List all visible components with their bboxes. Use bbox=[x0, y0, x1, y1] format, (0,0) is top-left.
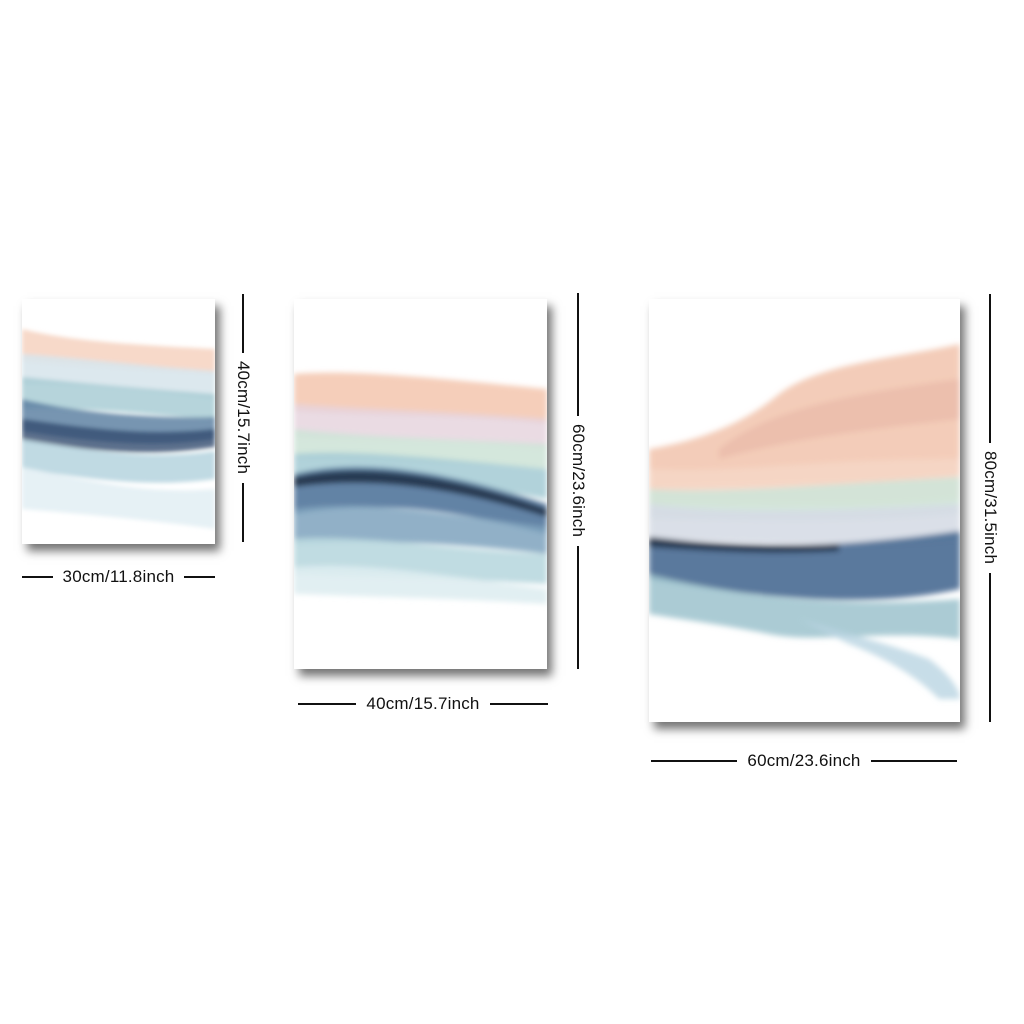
large-canvas-width-dimension: 60cm/23.6inch bbox=[651, 751, 958, 771]
large-canvas-height-dimension: 80cm/31.5inch bbox=[977, 294, 1003, 723]
dimension-line bbox=[989, 572, 991, 723]
medium-canvas-height-label: 60cm/23.6inch bbox=[569, 424, 588, 538]
large-canvas-print bbox=[649, 299, 960, 722]
small-canvas-width-dimension: 30cm/11.8inch bbox=[22, 567, 215, 587]
dimension-line bbox=[870, 760, 958, 762]
dimension-line bbox=[242, 482, 244, 543]
dimension-line bbox=[242, 294, 244, 354]
dimension-line bbox=[989, 294, 991, 444]
dimension-line bbox=[298, 703, 357, 705]
small-canvas-print bbox=[22, 299, 215, 544]
dimension-line bbox=[577, 545, 579, 670]
abstract-landscape-art-large bbox=[649, 299, 960, 722]
abstract-landscape-art-medium bbox=[294, 299, 547, 669]
medium-canvas-height-dimension: 60cm/23.6inch bbox=[566, 293, 590, 670]
small-canvas-height-dimension: 40cm/15.7inch bbox=[231, 294, 255, 543]
large-canvas-width-label: 60cm/23.6inch bbox=[747, 751, 861, 770]
small-canvas-height-label: 40cm/15.7inch bbox=[234, 361, 253, 475]
medium-canvas-width-dimension: 40cm/15.7inch bbox=[298, 694, 549, 714]
dimension-line bbox=[489, 703, 549, 705]
large-canvas-height-label: 80cm/31.5inch bbox=[981, 451, 1000, 565]
dimension-line bbox=[577, 293, 579, 417]
medium-canvas-width-label: 40cm/15.7inch bbox=[366, 694, 480, 713]
dimension-line bbox=[184, 576, 215, 578]
medium-canvas-print bbox=[294, 299, 547, 669]
abstract-landscape-art-small bbox=[22, 299, 215, 544]
small-canvas-width-label: 30cm/11.8inch bbox=[62, 567, 175, 586]
dimension-line bbox=[651, 760, 738, 762]
dimension-line bbox=[22, 576, 53, 578]
